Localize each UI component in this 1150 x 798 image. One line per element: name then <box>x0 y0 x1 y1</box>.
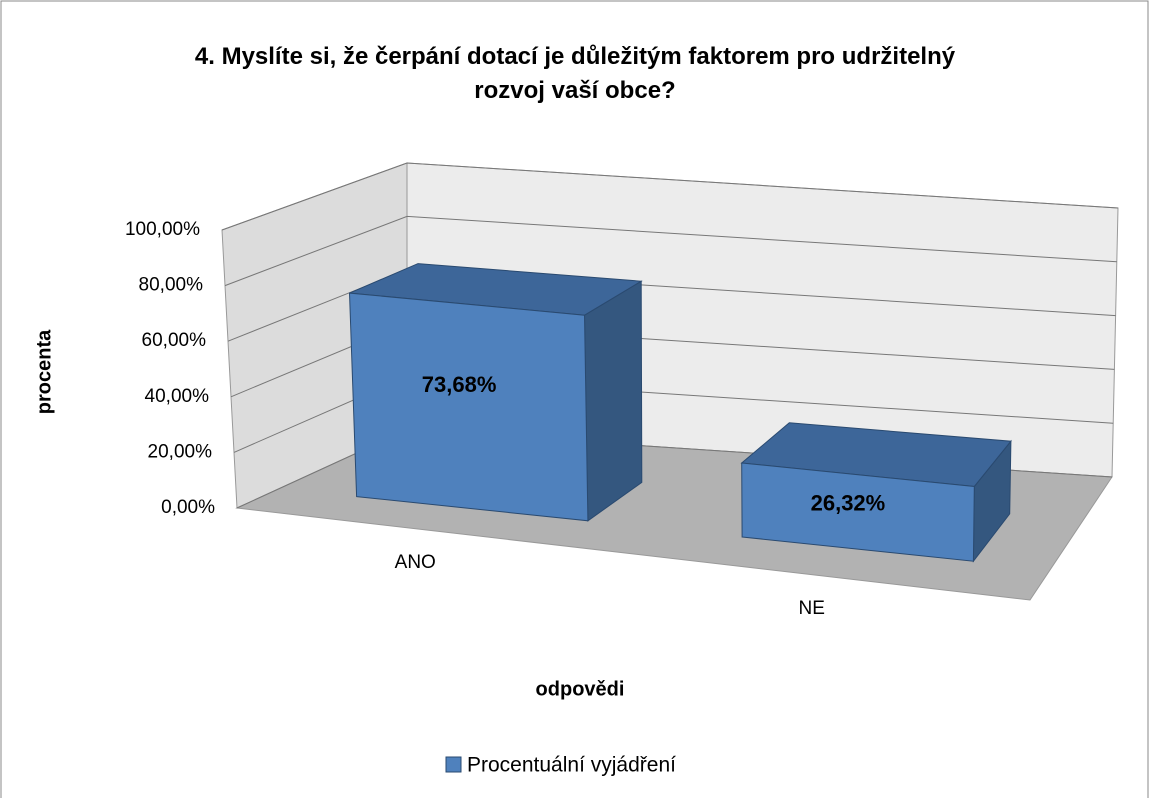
grid-line <box>224 215 1117 287</box>
y-tick-label: 60,00% <box>142 330 207 351</box>
y-tick-label: 20,00% <box>148 441 213 462</box>
grid-line <box>221 162 1119 231</box>
data-label: 26,32% <box>811 490 886 515</box>
x-tick-label: ANO <box>395 552 436 573</box>
y-axis-label: procenta <box>33 329 55 414</box>
bar <box>741 462 975 562</box>
chart-title: 4. Myslíte si, že čerpání dotací je důle… <box>194 43 956 104</box>
bar <box>348 292 589 522</box>
x-tick-label: NE <box>799 598 825 619</box>
y-tick-label: 40,00% <box>145 386 210 407</box>
data-label: 73,68% <box>422 372 497 397</box>
y-tick-label: 100,00% <box>125 219 200 240</box>
x-axis-label: odpovědi <box>536 678 625 700</box>
y-tick-label: 80,00% <box>139 275 204 296</box>
bar-side <box>583 280 643 522</box>
legend-swatch <box>445 756 462 773</box>
y-tick-label: 0,00% <box>161 497 215 518</box>
legend-label: Procentuální vyjádření <box>467 754 676 777</box>
